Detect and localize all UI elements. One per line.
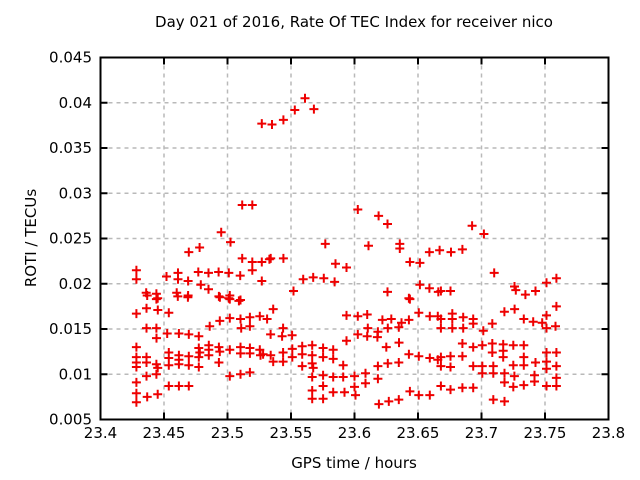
x-tick-label: 23.45: [143, 424, 186, 442]
x-tick-label: 23.4: [84, 424, 117, 442]
chart-title: Day 021 of 2016, Rate Of TEC Index for r…: [155, 13, 553, 31]
x-tick-label: 23.6: [338, 424, 371, 442]
gridlines: [100, 57, 609, 420]
plot-border: [99, 56, 610, 421]
x-tick-label: 23.5: [211, 424, 244, 442]
x-tick-label: 23.55: [270, 424, 313, 442]
y-tick-label: 0.04: [59, 94, 92, 112]
data-points: [131, 93, 561, 409]
x-tick-label: 23.75: [524, 424, 567, 442]
x-tick-label: 23.8: [592, 424, 625, 442]
y-tick-label: 0.025: [49, 230, 92, 248]
y-tick-label: 0.005: [49, 411, 92, 429]
y-tick-label: 0.01: [59, 365, 92, 383]
x-axis-label: GPS time / hours: [291, 454, 417, 472]
y-tick-label: 0.02: [59, 275, 92, 293]
x-tick-label: 23.7: [465, 424, 498, 442]
y-tick-label: 0.03: [59, 184, 92, 202]
y-tick-label: 0.035: [49, 139, 92, 157]
x-tick-label: 23.65: [397, 424, 440, 442]
y-tick-label: 0.045: [49, 49, 92, 67]
y-tick-label: 0.015: [49, 320, 92, 338]
